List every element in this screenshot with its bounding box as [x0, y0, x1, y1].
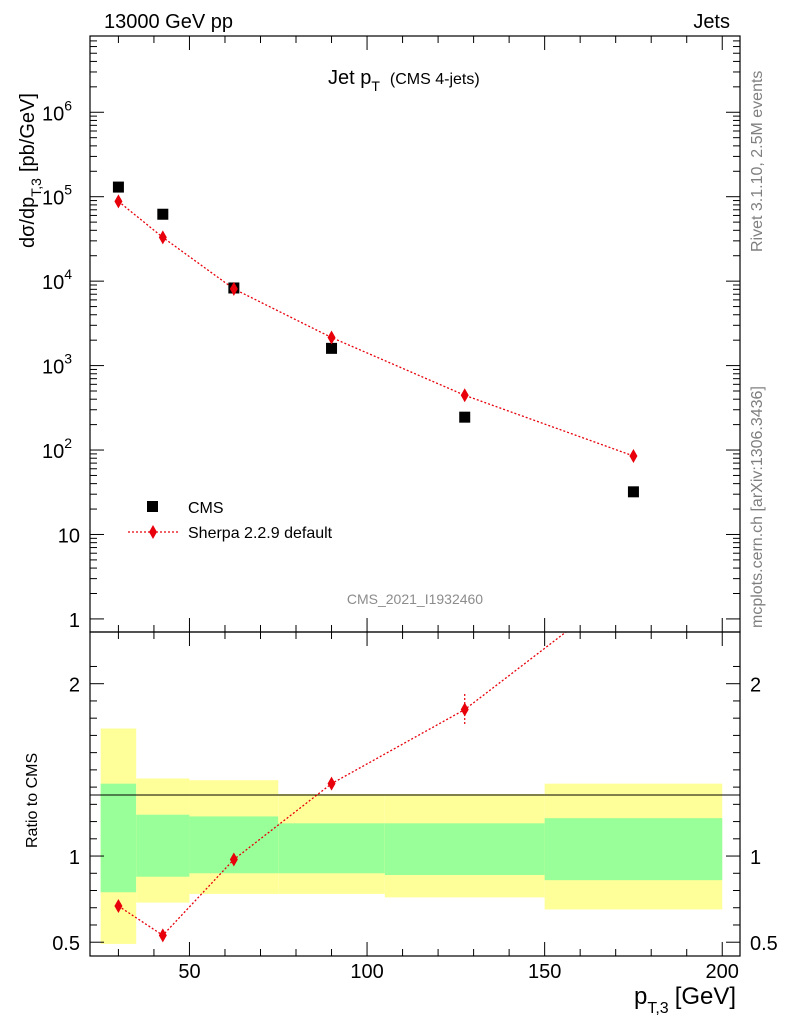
ratio-y-tick-label-left: 0.5 [52, 933, 80, 955]
x-tick-label: 150 [528, 961, 561, 983]
band-inner-5 [544, 818, 723, 881]
header-energy-label: 13000 GeV pp [104, 11, 233, 33]
ratio-y-tick-label-right: 2 [750, 675, 761, 697]
band-inner-3 [278, 823, 385, 874]
x-tick-label: 200 [706, 961, 739, 983]
cms-point [326, 342, 338, 354]
band-inner-1 [136, 814, 190, 877]
cms-point [112, 181, 124, 193]
ratio-y-tick-label-right: 1 [750, 847, 761, 869]
sherpa-point [629, 448, 638, 463]
sherpa-point [229, 281, 238, 296]
y-tick-label: 103 [42, 351, 72, 379]
source-reference-label: mcplots.cern.ch [arXiv:1306.3436] [749, 386, 766, 628]
ratio-uncertainty-bands [100, 728, 723, 944]
y-tick-label: 1 [69, 610, 80, 632]
ratio-panel-frame [89, 631, 741, 957]
y-tick-exponent: 4 [64, 266, 72, 282]
main-plot-title: Jet pT (CMS 4-jets) [328, 67, 480, 94]
rivet-version-label: Rivet 3.1.10, 2.5M events [749, 71, 766, 252]
title-main: Jet p [328, 67, 371, 89]
y-tick-label: 102 [42, 435, 72, 463]
x-label-main: p [634, 983, 647, 1010]
upper-data-series [112, 181, 639, 498]
legend-sherpa-marker [149, 525, 157, 539]
sherpa-point [114, 194, 123, 209]
sherpa-point [158, 230, 167, 245]
ratio-line [118, 632, 568, 937]
y-tick-label: 105 [42, 182, 72, 210]
legend-sherpa-label: Sherpa 2.2.9 default [188, 525, 333, 542]
ratio-y-tick-label-left: 1 [69, 847, 80, 869]
y-tick-exponent: 2 [64, 435, 72, 451]
sherpa-point [460, 388, 469, 403]
cms-point [627, 486, 639, 498]
y-tick-label: 104 [42, 266, 72, 294]
x-tick-label: 100 [350, 961, 383, 983]
y-tick-label: 106 [42, 97, 72, 125]
ratio-point [460, 702, 469, 717]
ratio-y-tick-label-left: 2 [69, 675, 80, 697]
title-subscript: T [371, 78, 380, 94]
x-label-unit: [GeV] [675, 983, 736, 1010]
cms-point [459, 411, 471, 423]
header-category-label: Jets [693, 11, 730, 33]
sherpa-line [118, 200, 634, 457]
axes: 1 10 102 103 104 105 106 50 100 150 200 0.5 0.5 1 1 2 2 [42, 35, 778, 983]
upper-panel-frame [89, 35, 741, 633]
ratio-y-axis-label: Ratio to CMS [24, 753, 41, 848]
y-tick-label: 10 [58, 525, 80, 547]
y-tick-exponent: 3 [64, 351, 72, 367]
sherpa-point [327, 330, 336, 345]
legend-cms-marker [147, 501, 158, 512]
y-label-subscript: T,3 [28, 178, 44, 197]
upper-y-axis-label: dσ/dpT,3 [pb/GeV] [17, 93, 44, 248]
band-inner-4 [384, 823, 545, 875]
x-tick-label: 50 [178, 961, 200, 983]
ratio-point [114, 899, 123, 914]
ratio-y-tick-label-right: 0.5 [750, 933, 778, 955]
legend: CMS Sherpa 2.2.9 default [128, 500, 333, 542]
x-label-subscript: T,3 [647, 1000, 668, 1017]
y-tick-exponent: 6 [64, 97, 72, 113]
ratio-point [229, 852, 238, 867]
band-inner-0 [100, 783, 137, 893]
ratio-data-series [114, 632, 568, 943]
legend-cms-label: CMS [188, 500, 224, 517]
y-tick-exponent: 5 [64, 182, 72, 198]
x-axis-label: pT,3 [GeV] [634, 983, 736, 1017]
y-label-main: dσ/dp [17, 197, 39, 248]
title-note: (CMS 4-jets) [390, 71, 480, 88]
y-label-unit: [pb/GeV] [17, 93, 39, 172]
cms-point [157, 208, 169, 220]
ratio-point [158, 928, 167, 943]
analysis-watermark: CMS_2021_I1932460 [347, 591, 483, 607]
ratio-point [327, 776, 336, 791]
